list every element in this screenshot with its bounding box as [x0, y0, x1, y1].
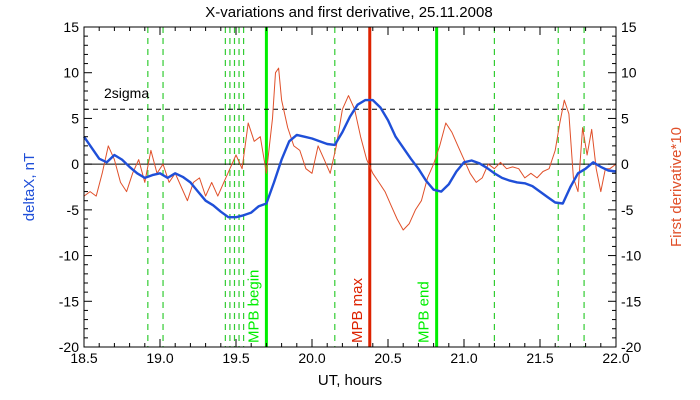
marker-layer [147, 27, 585, 347]
x-tick-label: 22.0 [602, 350, 629, 366]
x-tick-label: 21.5 [526, 350, 553, 366]
event-marker-label: MPB end [416, 281, 433, 343]
y-axis-label-left: deltaX, nT [21, 153, 38, 221]
y-tick-label-right: 5 [621, 110, 629, 126]
y-tick-label-right: 15 [621, 19, 637, 35]
y-tick-label-left: -15 [59, 293, 79, 309]
deltax-series-line [83, 98, 617, 219]
x-tick-label: 19.5 [222, 350, 249, 366]
y-tick-label-right: 10 [621, 65, 637, 81]
x-tick-label: 19.0 [146, 350, 173, 366]
event-marker-label: MPB begin [245, 270, 262, 343]
x-tick-label: 20.0 [298, 350, 325, 366]
x-tick-label: 20.5 [374, 350, 401, 366]
series-layer [83, 67, 617, 231]
x-axis-label: UT, hours [318, 372, 382, 389]
plot-frame [83, 26, 617, 348]
y-tick-label-left: 0 [71, 156, 79, 172]
x-tick-label: 21.0 [450, 350, 477, 366]
y-tick-label-left: 5 [71, 110, 79, 126]
y-tick-label-left: -10 [59, 248, 79, 264]
y-tick-label-left: -20 [59, 339, 79, 355]
y-axis-label-right: First derivative*10 [668, 127, 685, 247]
y-tick-label-right: -10 [621, 248, 641, 264]
y-tick-label-right: 0 [621, 156, 629, 172]
y-tick-label-right: -20 [621, 339, 641, 355]
y-tick-label-left: 10 [63, 65, 79, 81]
y-tick-label-right: -5 [621, 202, 634, 218]
y-tick-label-left: -5 [67, 202, 80, 218]
derivative-series-line [83, 67, 617, 231]
y-tick-label-left: 15 [63, 19, 79, 35]
reference-lines [84, 108, 616, 165]
sigma-label: 2sigma [104, 85, 149, 101]
chart-title: X-variations and first derivative, 25.11… [205, 4, 492, 21]
y-tick-label-right: -15 [621, 293, 641, 309]
event-labels: MPB begin MPB max MPB end [245, 270, 432, 343]
x-tick-label: 18.5 [70, 350, 97, 366]
event-marker-label: MPB max [349, 277, 366, 343]
axes: 18.5 19.0 19.5 20.0 20.5 21.0 21.5 22.0-20 -20-1… [59, 19, 642, 366]
